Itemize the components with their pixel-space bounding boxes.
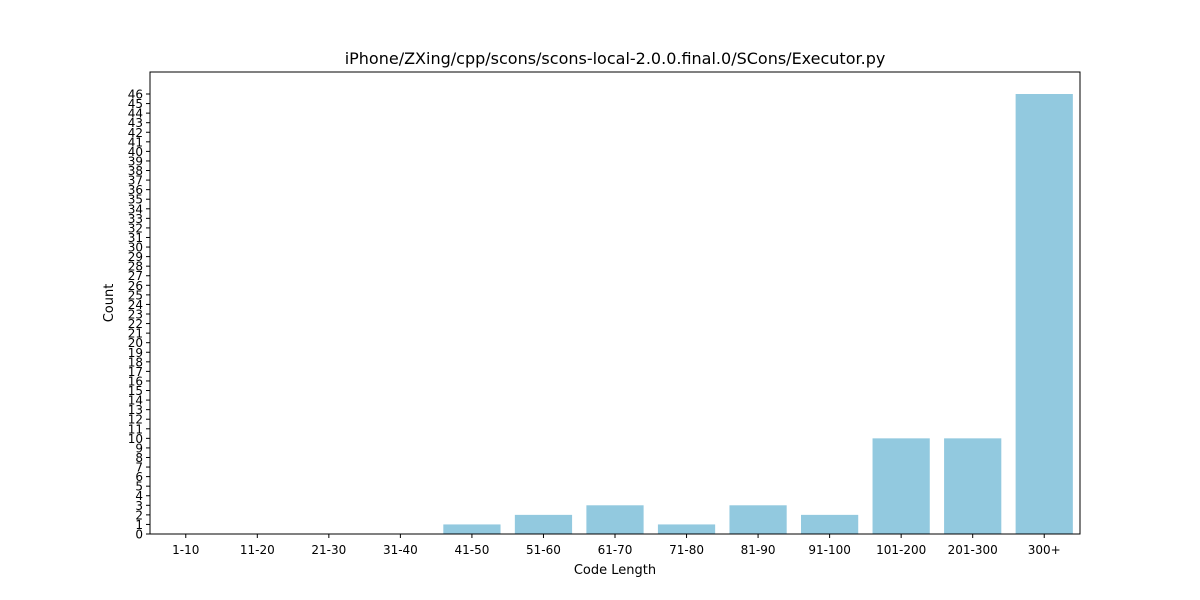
x-axis-label: Code Length [574, 563, 656, 578]
bar-41-50 [443, 524, 501, 534]
y-tick-label: 4 [135, 489, 143, 503]
y-tick-label: 13 [128, 403, 143, 417]
y-tick-label: 30 [128, 241, 143, 255]
y-tick-label: 23 [128, 308, 143, 322]
y-tick-label: 36 [128, 183, 143, 197]
bars-group [443, 94, 1073, 534]
y-tick-label: 21 [128, 327, 143, 341]
y-tick-label: 2 [135, 508, 143, 522]
y-tick-label: 29 [128, 250, 143, 264]
y-tick-label: 14 [128, 394, 143, 408]
x-tick-label: 1-10 [172, 543, 199, 557]
bar-61-70 [586, 505, 644, 534]
y-tick-label: 32 [128, 221, 143, 235]
y-tick-label: 35 [128, 193, 143, 207]
chart-title: iPhone/ZXing/cpp/scons/scons-local-2.0.0… [345, 49, 886, 68]
x-tick-label: 11-20 [240, 543, 275, 557]
y-tick-label: 18 [128, 355, 143, 369]
y-tick-label: 28 [128, 260, 143, 274]
bar-71-80 [657, 524, 716, 534]
y-tick-label: 43 [128, 116, 143, 130]
y-tick-label: 10 [128, 432, 143, 446]
y-axis-ticks: 0123456789101112131415161718192021222324… [128, 88, 150, 542]
x-tick-label: 101-200 [876, 543, 926, 557]
y-axis-label: Count [102, 284, 117, 323]
x-axis-ticks: 1-10 11-20 21-30 31-40 41-50 51-60 61-70 71-80 8… [172, 534, 1061, 557]
bar-101-200 [872, 438, 930, 534]
y-tick-label: 6 [135, 470, 143, 484]
y-tick-label: 33 [128, 212, 143, 226]
y-tick-label: 8 [135, 451, 143, 465]
bar-300+ [1015, 94, 1073, 534]
y-tick-label: 25 [128, 288, 143, 302]
y-tick-label: 42 [128, 126, 143, 140]
x-tick-label: 51-60 [526, 543, 561, 557]
x-tick-label: 201-300 [948, 543, 998, 557]
y-tick-label: 46 [128, 88, 143, 102]
y-tick-label: 20 [128, 336, 143, 350]
y-tick-label: 15 [128, 384, 143, 398]
y-tick-label: 22 [128, 317, 143, 331]
y-tick-label: 5 [135, 480, 143, 494]
y-tick-label: 11 [128, 422, 143, 436]
y-tick-label: 0 [135, 528, 143, 542]
y-tick-label: 37 [128, 174, 143, 188]
bar-51-60 [514, 514, 573, 534]
bar-201-300 [944, 438, 1002, 534]
y-tick-label: 9 [135, 441, 143, 455]
x-tick-label: 91-100 [808, 543, 851, 557]
y-tick-label: 17 [128, 365, 143, 379]
y-tick-label: 26 [128, 279, 143, 293]
y-tick-label: 41 [128, 135, 143, 149]
y-tick-label: 19 [128, 346, 143, 360]
y-tick-label: 7 [135, 461, 143, 475]
x-tick-label: 71-80 [669, 543, 704, 557]
y-tick-label: 24 [128, 298, 143, 312]
y-tick-label: 44 [128, 107, 143, 121]
y-tick-label: 1 [135, 518, 143, 532]
y-tick-label: 3 [135, 499, 143, 513]
x-tick-label: 81-90 [741, 543, 776, 557]
y-tick-label: 27 [128, 269, 143, 283]
y-tick-label: 12 [128, 413, 143, 427]
y-tick-label: 45 [128, 97, 143, 111]
x-tick-label: 41-50 [454, 543, 489, 557]
bar-91-100 [801, 514, 859, 534]
bar-81-90 [729, 505, 787, 534]
y-tick-label: 16 [128, 374, 143, 388]
y-tick-label: 39 [128, 154, 143, 168]
x-tick-label: 31-40 [383, 543, 418, 557]
y-tick-label: 38 [128, 164, 143, 178]
y-tick-label: 40 [128, 145, 143, 159]
y-tick-label: 34 [128, 202, 143, 216]
x-tick-label: 300+ [1028, 543, 1061, 557]
x-tick-label: 61-70 [598, 543, 633, 557]
y-tick-label: 31 [128, 231, 143, 245]
plot-frame [149, 71, 1081, 535]
x-tick-label: 21-30 [311, 543, 346, 557]
